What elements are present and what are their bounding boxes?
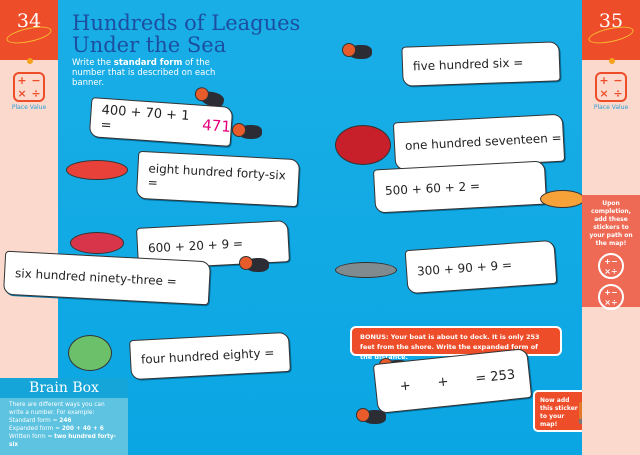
calculator-icon: + − × ÷ (595, 72, 627, 102)
submarine-icon (540, 190, 585, 208)
place-value-sticker-icon: +− ×÷ (598, 284, 624, 310)
calculator-icon: + − × ÷ (13, 72, 45, 102)
answer: 471 (201, 115, 232, 136)
orbit-dot-icon (609, 58, 615, 64)
brain-box-body: There are different ways you can write a… (9, 402, 117, 448)
submarine-icon (68, 335, 112, 371)
diver-icon (239, 256, 269, 272)
page-number-left: 34 (0, 0, 58, 60)
page-number-right: 35 (582, 0, 640, 60)
submarine-icon (66, 160, 128, 180)
topic-label: Place Value (593, 104, 629, 111)
brain-box: Brain Box There are different ways you c… (0, 378, 128, 455)
orbit-dot-icon (27, 58, 33, 64)
banner-5[interactable]: four hundred eighty = (129, 331, 291, 381)
submarine-icon (335, 262, 397, 278)
submarine-icon (70, 232, 124, 254)
brain-box-title: Brain Box (0, 378, 128, 398)
topic-label: Place Value (11, 104, 47, 111)
submarine-icon (335, 125, 391, 165)
diver-icon (232, 123, 262, 139)
page-title: Hundreds of Leagues Under the Sea (72, 11, 301, 57)
bonus-box: BONUS: Your boat is about to dock. It is… (350, 326, 562, 361)
place-value-sticker-icon: +− ×÷ (598, 253, 624, 279)
banner-6[interactable]: five hundred six = (401, 41, 561, 87)
diver-icon (342, 43, 372, 59)
banner-8[interactable]: 500 + 60 + 2 = (372, 160, 548, 214)
completion-panel: Upon completion, add these stickers to y… (582, 195, 640, 310)
banner-2[interactable]: eight hundred forty-six = (135, 150, 301, 208)
instructions: Write the standard form of the number th… (72, 58, 216, 88)
diver-icon (356, 408, 386, 424)
